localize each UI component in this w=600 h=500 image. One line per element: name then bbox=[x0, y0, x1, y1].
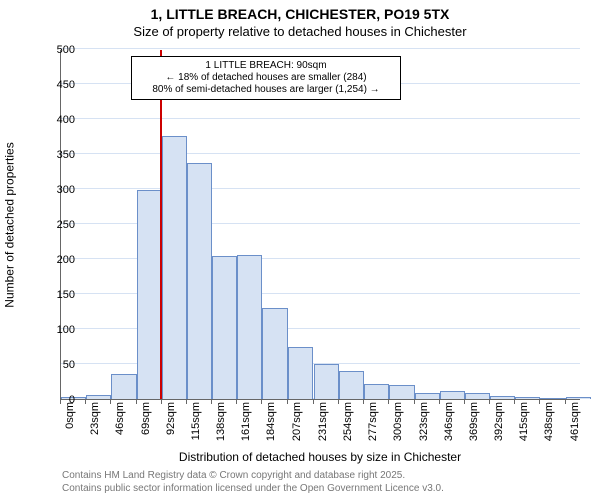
annotation-box: 1 LITTLE BREACH: 90sqm← 18% of detached … bbox=[131, 56, 401, 100]
x-tick-label: 138sqm bbox=[215, 402, 227, 446]
x-tick-label: 161sqm bbox=[240, 402, 252, 446]
plot-area: 1 LITTLE BREACH: 90sqm← 18% of detached … bbox=[60, 50, 580, 400]
x-tick-label: 115sqm bbox=[190, 402, 202, 446]
x-tick bbox=[464, 400, 465, 404]
y-tick-label: 350 bbox=[57, 149, 75, 161]
annotation-line: ← 18% of detached houses are smaller (28… bbox=[137, 72, 395, 84]
x-tick bbox=[388, 400, 389, 404]
histogram-bar bbox=[540, 398, 565, 399]
gridline bbox=[61, 48, 580, 49]
histogram-bar bbox=[364, 384, 389, 399]
histogram-bar bbox=[162, 136, 187, 399]
x-tick-label: 69sqm bbox=[140, 402, 152, 446]
x-tick bbox=[539, 400, 540, 404]
y-tick-label: 400 bbox=[57, 114, 75, 126]
x-tick-label: 346sqm bbox=[443, 402, 455, 446]
reference-line bbox=[160, 50, 162, 399]
x-tick bbox=[313, 400, 314, 404]
x-tick-label: 438sqm bbox=[543, 402, 555, 446]
histogram-bar bbox=[187, 163, 212, 399]
chart-title-line2: Size of property relative to detached ho… bbox=[0, 24, 600, 39]
footer-line1: Contains HM Land Registry data © Crown c… bbox=[62, 470, 405, 481]
x-tick-label: 184sqm bbox=[265, 402, 277, 446]
x-tick bbox=[287, 400, 288, 404]
y-tick-label: 250 bbox=[57, 219, 75, 231]
histogram-bar bbox=[566, 397, 591, 399]
gridline bbox=[61, 188, 580, 189]
x-tick-label: 23sqm bbox=[89, 402, 101, 446]
x-tick bbox=[565, 400, 566, 404]
x-tick-label: 392sqm bbox=[493, 402, 505, 446]
x-tick bbox=[338, 400, 339, 404]
histogram-bar bbox=[490, 396, 515, 400]
x-tick bbox=[414, 400, 415, 404]
histogram-bar bbox=[339, 371, 364, 399]
x-tick bbox=[236, 400, 237, 404]
footer-line2: Contains public sector information licen… bbox=[62, 483, 444, 494]
histogram-bar bbox=[415, 393, 440, 399]
x-tick bbox=[439, 400, 440, 404]
x-tick bbox=[211, 400, 212, 404]
gridline bbox=[61, 153, 580, 154]
x-tick bbox=[161, 400, 162, 404]
histogram-bar bbox=[465, 393, 490, 399]
x-tick bbox=[136, 400, 137, 404]
histogram-bar bbox=[111, 374, 136, 399]
x-tick-label: 254sqm bbox=[342, 402, 354, 446]
x-tick bbox=[110, 400, 111, 404]
x-axis-label: Distribution of detached houses by size … bbox=[60, 450, 580, 464]
histogram-bar bbox=[237, 255, 262, 399]
x-tick bbox=[60, 400, 61, 404]
histogram-bar bbox=[262, 308, 287, 399]
histogram-bar bbox=[515, 397, 540, 399]
chart-container: 1, LITTLE BREACH, CHICHESTER, PO19 5TX S… bbox=[0, 0, 600, 500]
histogram-bar bbox=[389, 385, 414, 399]
y-tick-label: 50 bbox=[63, 359, 75, 371]
x-tick bbox=[85, 400, 86, 404]
x-tick bbox=[514, 400, 515, 404]
x-tick bbox=[363, 400, 364, 404]
x-tick-label: 46sqm bbox=[114, 402, 126, 446]
y-tick-label: 200 bbox=[57, 254, 75, 266]
y-tick-label: 450 bbox=[57, 79, 75, 91]
histogram-bar bbox=[288, 347, 313, 399]
gridline bbox=[61, 118, 580, 119]
y-axis-label-text: Number of detached properties bbox=[3, 142, 17, 307]
histogram-bar bbox=[86, 395, 111, 399]
x-tick bbox=[186, 400, 187, 404]
histogram-bar bbox=[137, 190, 162, 399]
histogram-bar bbox=[212, 256, 237, 400]
y-tick-label: 100 bbox=[57, 324, 75, 336]
y-tick-label: 300 bbox=[57, 184, 75, 196]
annotation-line: 1 LITTLE BREACH: 90sqm bbox=[137, 60, 395, 72]
y-tick-label: 500 bbox=[57, 44, 75, 56]
annotation-line: 80% of semi-detached houses are larger (… bbox=[137, 84, 395, 96]
x-tick-label: 300sqm bbox=[392, 402, 404, 446]
y-axis-label: Number of detached properties bbox=[2, 50, 18, 400]
histogram-bar bbox=[440, 391, 465, 399]
x-tick-label: 92sqm bbox=[165, 402, 177, 446]
x-tick-label: 323sqm bbox=[418, 402, 430, 446]
x-tick-label: 207sqm bbox=[291, 402, 303, 446]
y-tick-label: 150 bbox=[57, 289, 75, 301]
x-tick-label: 231sqm bbox=[317, 402, 329, 446]
x-tick-label: 415sqm bbox=[518, 402, 530, 446]
x-tick-label: 461sqm bbox=[569, 402, 581, 446]
x-tick-label: 277sqm bbox=[367, 402, 379, 446]
x-tick bbox=[489, 400, 490, 404]
histogram-bar bbox=[314, 364, 339, 399]
x-tick bbox=[261, 400, 262, 404]
x-tick-label: 0sqm bbox=[64, 402, 76, 446]
chart-title-line1: 1, LITTLE BREACH, CHICHESTER, PO19 5TX bbox=[0, 6, 600, 22]
x-tick-label: 369sqm bbox=[468, 402, 480, 446]
